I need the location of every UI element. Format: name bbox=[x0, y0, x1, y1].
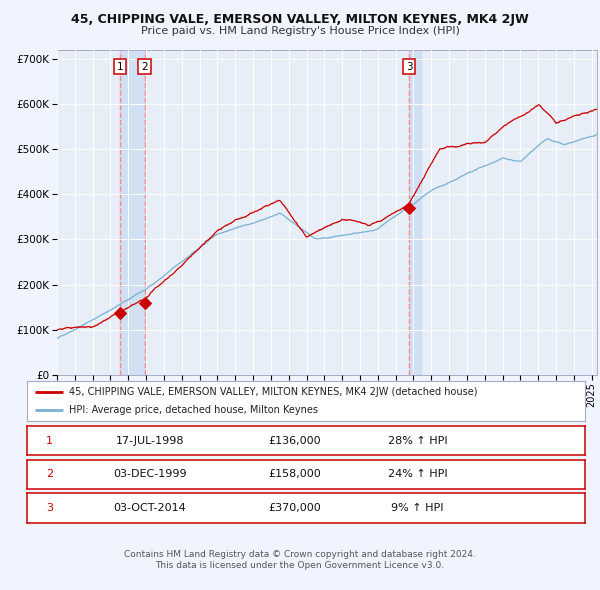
Text: This data is licensed under the Open Government Licence v3.0.: This data is licensed under the Open Gov… bbox=[155, 560, 445, 569]
Text: 45, CHIPPING VALE, EMERSON VALLEY, MILTON KEYNES, MK4 2JW: 45, CHIPPING VALE, EMERSON VALLEY, MILTO… bbox=[71, 13, 529, 26]
Point bbox=[140, 299, 149, 308]
Point bbox=[404, 203, 414, 212]
Bar bbox=[120, 50, 145, 375]
Text: 03-OCT-2014: 03-OCT-2014 bbox=[113, 503, 186, 513]
Text: 2: 2 bbox=[142, 61, 148, 71]
Text: £136,000: £136,000 bbox=[269, 436, 321, 445]
Text: 3: 3 bbox=[406, 61, 412, 71]
Text: 2: 2 bbox=[46, 470, 53, 479]
Text: £158,000: £158,000 bbox=[268, 470, 321, 479]
Text: 45, CHIPPING VALE, EMERSON VALLEY, MILTON KEYNES, MK4 2JW (detached house): 45, CHIPPING VALE, EMERSON VALLEY, MILTO… bbox=[69, 387, 478, 397]
Text: Contains HM Land Registry data © Crown copyright and database right 2024.: Contains HM Land Registry data © Crown c… bbox=[124, 550, 476, 559]
Text: 03-DEC-1999: 03-DEC-1999 bbox=[113, 470, 187, 479]
Point bbox=[115, 309, 125, 318]
Text: 1: 1 bbox=[117, 61, 124, 71]
Text: HPI: Average price, detached house, Milton Keynes: HPI: Average price, detached house, Milt… bbox=[69, 405, 318, 415]
Text: £370,000: £370,000 bbox=[268, 503, 321, 513]
Text: 24% ↑ HPI: 24% ↑ HPI bbox=[388, 470, 448, 479]
Text: 17-JUL-1998: 17-JUL-1998 bbox=[116, 436, 184, 445]
Text: Price paid vs. HM Land Registry's House Price Index (HPI): Price paid vs. HM Land Registry's House … bbox=[140, 26, 460, 36]
Bar bbox=[409, 50, 421, 375]
Text: 3: 3 bbox=[46, 503, 53, 513]
Text: 9% ↑ HPI: 9% ↑ HPI bbox=[391, 503, 444, 513]
Text: 28% ↑ HPI: 28% ↑ HPI bbox=[388, 436, 448, 445]
Text: 1: 1 bbox=[46, 436, 53, 445]
